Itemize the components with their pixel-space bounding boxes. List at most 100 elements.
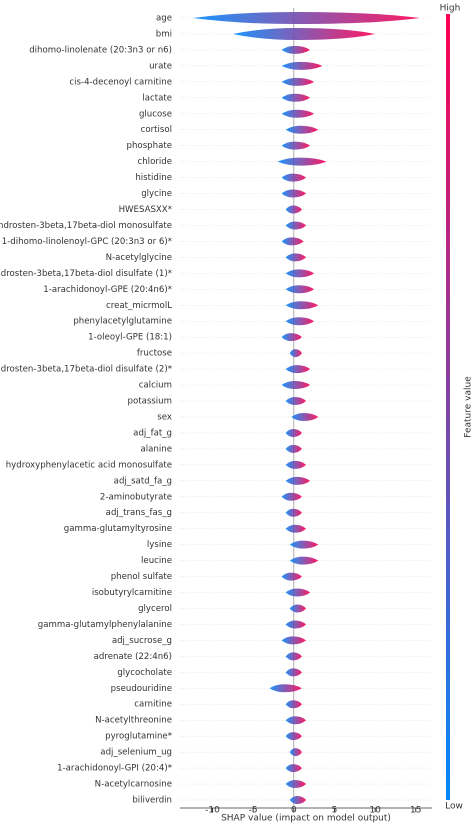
feature-label: histidine: [135, 173, 172, 183]
feature-label: phenylacetylglutamine: [73, 317, 172, 327]
swarm: [285, 716, 306, 725]
feature-label: phenol sulfate: [111, 572, 172, 582]
feature-label: adj_fat_g: [133, 428, 172, 438]
swarm: [281, 189, 306, 198]
swarm: [281, 333, 302, 342]
swarm: [281, 237, 304, 246]
swarm: [281, 77, 315, 86]
swarm: [289, 540, 319, 549]
feature-label: sex: [157, 412, 172, 422]
feature-label: pseudouridine: [111, 684, 172, 694]
swarm: [289, 604, 306, 613]
feature-label: isobutyrylcarnitine: [92, 588, 172, 598]
swarm: [285, 397, 306, 406]
swarm: [281, 572, 302, 581]
swarm: [285, 668, 302, 677]
swarm: [281, 109, 315, 118]
swarm: [281, 492, 302, 501]
swarm: [285, 700, 302, 709]
swarm: [281, 636, 306, 645]
feature-label: alanine: [141, 444, 173, 454]
feature-label: adj_selenium_ug: [100, 748, 172, 758]
swarm: [285, 365, 311, 374]
feature-label: calcium: [139, 381, 172, 391]
feature-label: 1-dihomo-linolenoyl-GPC (20:3n3 or 6)*: [2, 237, 173, 247]
swarm: [285, 301, 319, 310]
swarm: [285, 125, 319, 134]
swarm: [289, 748, 302, 757]
feature-label: N-acetylthreonine: [95, 716, 172, 726]
swarm: [285, 524, 306, 533]
feature-label: adj_sucrose_g: [112, 636, 172, 646]
swarm: [285, 317, 315, 326]
feature-label: urate: [149, 61, 172, 71]
feature-label: glycocholate: [117, 668, 172, 678]
feature-label: adj_trans_fas_g: [106, 508, 172, 518]
feature-label: potassium: [127, 397, 172, 407]
feature-label: N-acetylcarnosine: [95, 780, 172, 790]
colorbar: [446, 14, 450, 800]
swarm: [285, 269, 315, 278]
swarm: [285, 460, 306, 469]
feature-label: cis-4-decenoyl carnitine: [69, 77, 172, 87]
x-tick-label: -10: [205, 806, 220, 816]
swarm: [281, 93, 311, 102]
feature-label: glucose: [139, 109, 172, 119]
feature-label: adrenate (22:4n6): [94, 652, 172, 662]
feature-label: gamma-glutamylphenylalanine: [38, 620, 172, 630]
swarm: [285, 444, 302, 453]
swarm: [285, 780, 306, 789]
feature-label: biliverdin: [132, 796, 172, 806]
x-tick-label: 15: [410, 806, 421, 816]
swarm: [285, 588, 311, 597]
feature-label: fructose: [137, 349, 172, 359]
feature-label: 1-arachidonoyl-GPI (20:4)*: [57, 764, 173, 774]
swarm: [285, 732, 302, 741]
x-tick-label: 5: [332, 806, 338, 816]
feature-label: age: [156, 14, 172, 24]
feature-label: creat_micrmolL: [106, 301, 172, 311]
feature-label: bmi: [156, 29, 172, 39]
feature-label: adj_satd_fa_g: [114, 476, 172, 486]
swarm: [285, 285, 315, 294]
feature-label: phosphate: [127, 141, 172, 151]
feature-label: cortisol: [141, 125, 172, 135]
swarm: [291, 412, 319, 421]
feature-label: 4-androsten-3beta,17beta-diol disulfate …: [0, 269, 173, 279]
x-tick-label: -5: [249, 806, 258, 816]
colorbar-low: Low: [445, 802, 463, 812]
feature-label: leucine: [141, 556, 172, 566]
feature-label: glycine: [141, 189, 172, 199]
feature-label: lactate: [142, 93, 172, 103]
feature-label: 4-androsten-3beta,17beta-diol monosulfat…: [0, 221, 172, 231]
swarm: [285, 205, 302, 214]
swarm: [269, 684, 302, 693]
swarm: [289, 349, 302, 358]
swarm: [277, 157, 327, 166]
x-tick-label: 0: [291, 806, 297, 816]
swarm: [232, 27, 376, 40]
x-axis-label: SHAP value (impact on model output): [221, 814, 391, 823]
x-tick-label: 10: [369, 806, 381, 816]
feature-label: pyroglutamine*: [105, 732, 173, 742]
swarm: [289, 796, 306, 804]
feature-label: chloride: [138, 157, 172, 167]
swarm: [281, 381, 311, 390]
swarm: [285, 764, 302, 773]
swarm: [285, 428, 302, 437]
swarm: [289, 556, 319, 565]
feature-label: glycerol: [138, 604, 172, 614]
swarm: [285, 221, 306, 230]
swarm: [281, 45, 311, 54]
feature-label: HWESASXX*: [119, 205, 173, 215]
swarm: [285, 508, 302, 517]
feature-label: lysine: [147, 540, 172, 550]
swarm: [281, 173, 306, 182]
feature-label: dihomo-linolenate (20:3n3 or n6): [29, 45, 172, 55]
feature-label: gamma-glutamyltyrosine: [64, 524, 172, 534]
swarm: [285, 620, 306, 629]
colorbar-label: Feature value: [464, 376, 474, 438]
colorbar-high: High: [440, 4, 461, 14]
swarm: [281, 141, 311, 150]
